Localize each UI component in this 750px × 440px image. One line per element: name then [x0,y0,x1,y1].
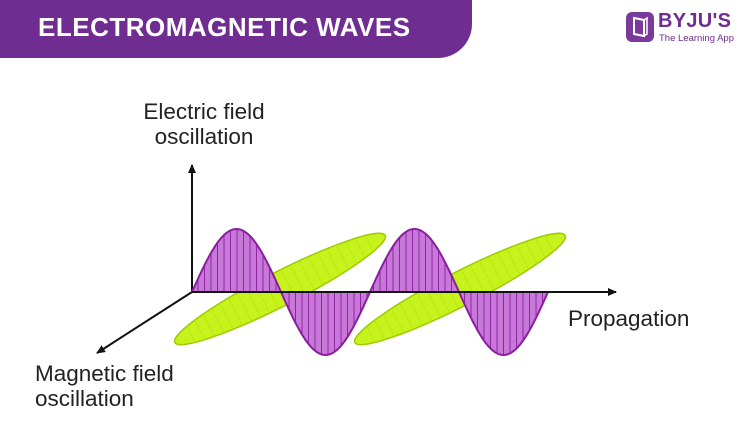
magnetic-hatch [219,303,234,330]
magnetic-hatch [308,256,324,286]
magnetic-hatch [469,264,486,295]
magnetic-hatch [544,235,554,252]
magnetic-hatch [211,308,225,334]
magnetic-label-line-1: Magnetic field [35,361,174,386]
magnetic-hatch [345,241,358,264]
magnetic-hatch [488,256,504,286]
magnetic-hatch [515,244,529,270]
magnetic-hatch [186,326,196,343]
magnetic-hatch [289,264,306,295]
magnetic-hatch [497,252,512,281]
propagation-label: Propagation [568,306,690,331]
magnetic-hatch [399,303,414,330]
magnetic-hatch [335,244,349,270]
magnetic-label-line-2: oscillation [35,386,134,411]
magnetic-hatch [525,241,538,264]
magnetic-hatch [366,326,376,343]
magnetic-hatch [374,319,386,340]
magnetic-hatch [364,235,374,252]
magnetic-axis-arrow [96,291,193,354]
brand-name: BYJU'S [658,10,732,32]
magnetic-hatch [391,308,405,334]
magnetic-hatch [478,260,495,291]
magnetic-hatch [506,248,521,275]
magnetic-hatch [354,238,366,259]
magnetic-hatch [408,297,423,326]
magnetic-hatch [416,292,432,322]
magnetic-hatch [202,314,215,337]
magnetic-hatch [317,252,332,281]
brand-tagline: The Learning App [659,33,735,44]
magnetic-hatch [382,314,395,337]
magnetic-hatch [236,292,252,322]
electric-label-line-2: oscillation [154,124,254,149]
electric-field-label: Electric field oscillation [130,99,278,149]
magnetic-hatch [194,319,206,340]
magnetic-hatch [298,260,315,291]
magnetic-hatch [534,238,546,259]
byjus-logo-icon [626,12,654,42]
page-title: ELECTROMAGNETIC WAVES [38,12,411,42]
title-banner: ELECTROMAGNETIC WAVES [0,0,472,58]
brand-logo[interactable]: BYJU'S The Learning App [626,10,738,52]
magnetic-hatch [228,297,243,326]
magnetic-field-label: Magnetic field oscillation [35,361,174,411]
magnetic-hatch [326,248,341,275]
electric-label-line-1: Electric field [143,99,265,124]
